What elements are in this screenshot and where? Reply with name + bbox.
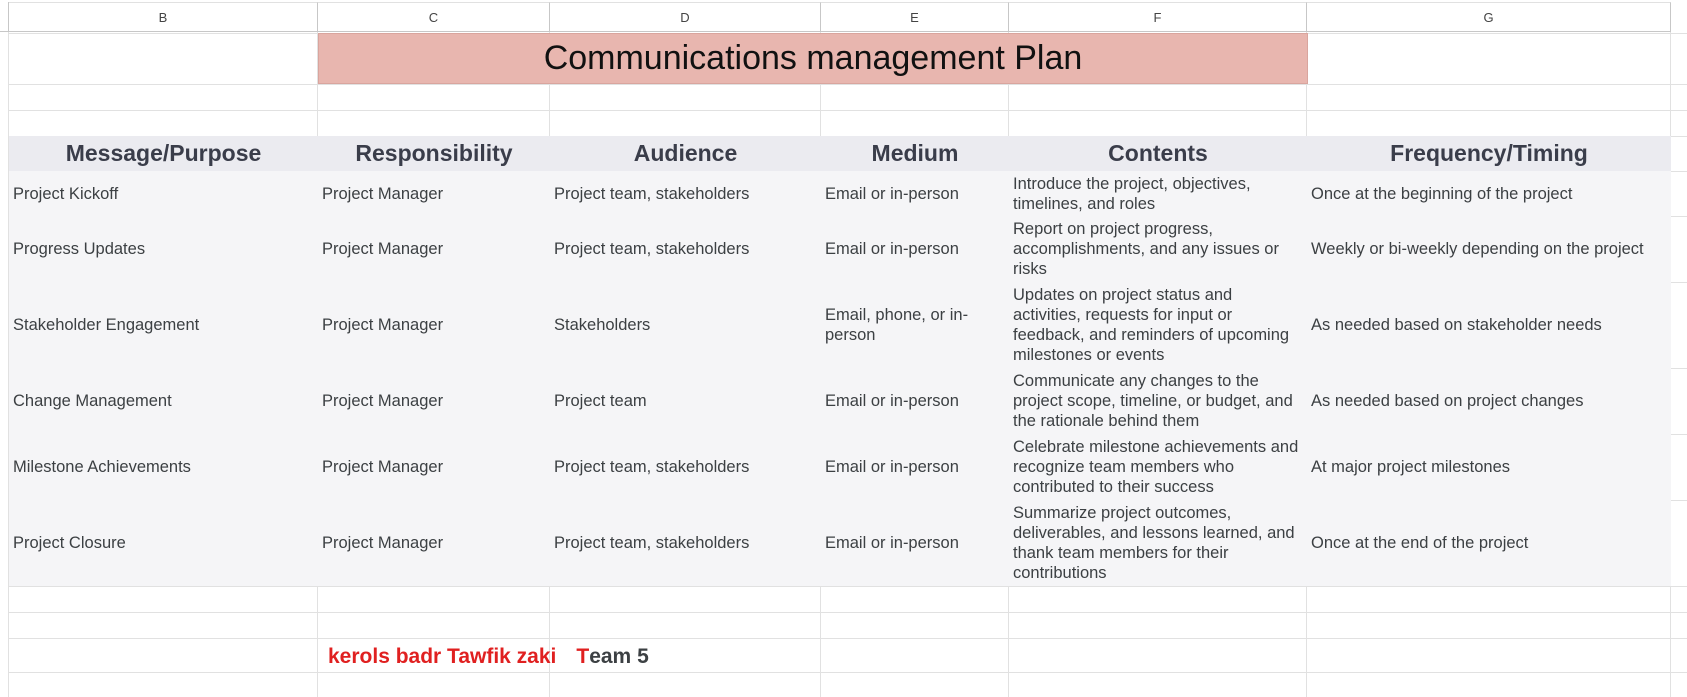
- grid-row-line: [9, 84, 1687, 85]
- cell-contents[interactable]: Celebrate milestone achievements and rec…: [1013, 438, 1299, 496]
- column-header-e[interactable]: E: [821, 2, 1009, 32]
- column-header-g[interactable]: G: [1307, 2, 1671, 32]
- row-fill: [9, 500, 1671, 586]
- team-initial: T: [576, 645, 590, 668]
- cell-contents[interactable]: Report on project progress, accomplishme…: [1013, 220, 1279, 278]
- cell-responsibility[interactable]: Project Manager: [322, 184, 444, 203]
- cell-contents[interactable]: Introduce the project, objectives, timel…: [1013, 174, 1251, 213]
- cell-responsibility[interactable]: Project Manager: [322, 458, 444, 476]
- cell-audience[interactable]: Project team, stakeholders: [554, 458, 750, 476]
- grid-row-line: [9, 638, 1687, 639]
- row-fill: [9, 216, 1671, 282]
- cell-purpose[interactable]: Milestone Achievements: [13, 458, 191, 476]
- header-audience[interactable]: Audience: [633, 140, 738, 166]
- column-header-c[interactable]: C: [318, 2, 550, 32]
- cell-audience[interactable]: Project team, stakeholders: [554, 534, 750, 552]
- grid-row-line: [9, 586, 1687, 587]
- row-fill: [9, 368, 1671, 434]
- cell-responsibility[interactable]: Project Manager: [322, 316, 444, 334]
- cell-medium[interactable]: Email or in-person: [825, 184, 959, 203]
- cell-purpose[interactable]: Progress Updates: [13, 240, 146, 258]
- cell-frequency[interactable]: As needed based on stakeholder needs: [1311, 316, 1602, 334]
- cell-purpose[interactable]: Stakeholder Engagement: [13, 316, 200, 334]
- cell-frequency[interactable]: Weekly or bi-weekly depending on the pro…: [1311, 240, 1644, 258]
- cell-audience[interactable]: Project team: [554, 392, 647, 410]
- cell-audience[interactable]: Project team, stakeholders: [554, 240, 750, 258]
- grid-column-line: [8, 32, 9, 697]
- header-responsibility[interactable]: Responsibility: [355, 140, 513, 166]
- cell-purpose[interactable]: Project Kickoff: [13, 184, 119, 203]
- cell-medium[interactable]: Email or in-person: [825, 240, 959, 258]
- cell-medium[interactable]: Email or in-person: [825, 534, 959, 552]
- cell-medium[interactable]: Email or in-person: [825, 458, 959, 476]
- cell-contents[interactable]: Updates on project status and activities…: [1013, 286, 1290, 364]
- column-header-b[interactable]: B: [9, 2, 318, 32]
- row-fill: [9, 282, 1671, 368]
- header-frequency[interactable]: Frequency/Timing: [1390, 140, 1588, 166]
- cell-contents[interactable]: Communicate any changes to the project s…: [1013, 372, 1293, 430]
- cell-purpose[interactable]: Project Closure: [13, 534, 126, 552]
- cell-purpose[interactable]: Change Management: [13, 392, 172, 410]
- cell-frequency[interactable]: At major project milestones: [1311, 458, 1510, 476]
- cell-frequency[interactable]: Once at the beginning of the project: [1311, 184, 1573, 203]
- column-header-f[interactable]: F: [1009, 2, 1307, 32]
- cell-frequency[interactable]: Once at the end of the project: [1311, 534, 1529, 552]
- grid-row-line: [9, 110, 1687, 111]
- team-label: eam 5: [589, 645, 649, 668]
- column-header-d[interactable]: D: [550, 2, 821, 32]
- cell-audience[interactable]: Project team, stakeholders: [554, 184, 750, 203]
- grid-row-line: [9, 672, 1687, 673]
- row-fill: [9, 434, 1671, 500]
- cell-responsibility[interactable]: Project Manager: [322, 534, 444, 552]
- cell-frequency[interactable]: As needed based on project changes: [1311, 392, 1584, 410]
- row-fill: [9, 171, 1671, 216]
- header-row-fill: [9, 136, 1671, 171]
- cell-medium[interactable]: Email, phone, or in-person: [825, 306, 969, 344]
- sheet-title[interactable]: Communications management Plan: [318, 33, 1308, 84]
- select-all-corner[interactable]: [0, 2, 9, 32]
- cell-responsibility[interactable]: Project Manager: [322, 240, 444, 258]
- cell-contents[interactable]: Summarize project outcomes, deliverables…: [1013, 504, 1295, 582]
- author-name: kerols badr Tawfik zaki: [328, 645, 557, 668]
- header-contents[interactable]: Contents: [1108, 140, 1208, 166]
- cell-audience[interactable]: Stakeholders: [554, 316, 651, 334]
- header-medium[interactable]: Medium: [871, 140, 959, 166]
- header-purpose[interactable]: Message/Purpose: [65, 140, 262, 166]
- grid-row-line: [9, 612, 1687, 613]
- cell-medium[interactable]: Email or in-person: [825, 392, 959, 410]
- cell-responsibility[interactable]: Project Manager: [322, 392, 444, 410]
